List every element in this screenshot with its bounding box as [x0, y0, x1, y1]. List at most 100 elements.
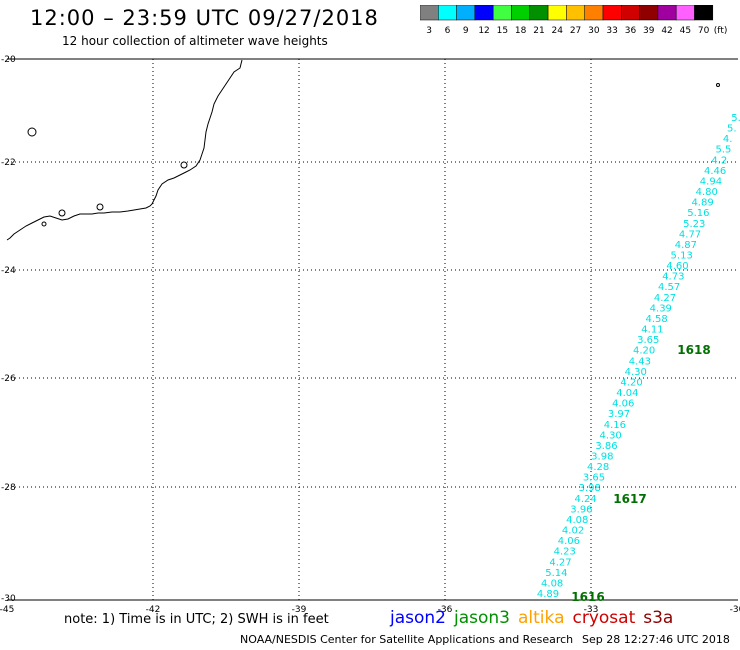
- wave-height-value: 4.27: [549, 557, 571, 568]
- wave-height-value: 3.97: [608, 409, 630, 420]
- wave-height-value: 4.11: [641, 325, 663, 336]
- wave-height-value: 4.87: [675, 240, 697, 251]
- satellite-legend-item: s3a: [643, 608, 674, 628]
- colorbar-label: 3: [426, 26, 432, 36]
- pass-number-label: 1618: [677, 343, 710, 357]
- wave-height-value: 4.16: [604, 420, 626, 431]
- island: [180, 161, 188, 169]
- map-title: 12:00 – 23:59 UTC 09/27/2018: [30, 6, 379, 30]
- wave-height-value: 4.20: [620, 377, 642, 388]
- wave-height-value: 4.02: [562, 526, 584, 537]
- wave-height-value: 4.60: [666, 261, 688, 272]
- wave-height-value: 4.24: [574, 494, 596, 505]
- wave-height-value: 4.: [723, 134, 733, 145]
- wave-height-value: 4.89: [537, 589, 559, 600]
- colorbar-label: 39: [643, 26, 655, 36]
- map-subtitle: 12 hour collection of altimeter wave hei…: [62, 34, 328, 48]
- wave-height-value: 4.57: [658, 282, 680, 293]
- latitude-tick-label: -24: [1, 266, 16, 276]
- latitude-tick-label: -22: [1, 158, 16, 168]
- wave-height-value: 4.46: [704, 166, 726, 177]
- colorbar-label: 9: [463, 26, 469, 36]
- wave-height-value: 3.86: [595, 441, 617, 452]
- island: [58, 209, 66, 217]
- wave-height-value: 4.43: [629, 356, 651, 367]
- wave-height-value: 5.: [731, 113, 740, 124]
- latitude-tick-label: -28: [1, 483, 16, 493]
- wave-height-value: 5.13: [671, 251, 693, 262]
- longitude-tick-label: -30: [730, 605, 740, 615]
- wave-height-value: 4.06: [612, 399, 634, 410]
- wave-height-value: 4.28: [587, 462, 609, 473]
- wave-height-value: 4.04: [616, 388, 638, 399]
- axis-ticks: -45 -42 -39 -36 -33 -30 -20 -22 -24 -26 -28 -30: [0, 55, 740, 615]
- longitude-tick-label: -45: [0, 605, 14, 615]
- wave-height-value: 3.96: [570, 504, 592, 515]
- wave-height-value: 4.27: [654, 293, 676, 304]
- wave-height-value: 4.06: [558, 536, 580, 547]
- wave-height-value: 4.80: [696, 187, 718, 198]
- island: [41, 221, 47, 227]
- colorbar-label: 70: [698, 26, 710, 36]
- wave-height-value: 5.5: [716, 145, 732, 156]
- island: [96, 203, 104, 211]
- wave-height-value: 3.98: [579, 483, 601, 494]
- wave-height-value: 4.20: [633, 346, 655, 357]
- longitude-tick-label: -42: [146, 605, 161, 615]
- footnote: note: 1) Time is in UTC; 2) SWH is in fe…: [64, 612, 329, 627]
- wave-height-value: 5.: [727, 124, 737, 135]
- latitude-tick-label: -30: [1, 594, 16, 604]
- colorbar-label: 21: [533, 26, 544, 36]
- latitude-tick-label: -26: [1, 374, 16, 384]
- wave-height-value: 4.30: [600, 430, 622, 441]
- satellite-legend-item: altika: [518, 608, 565, 628]
- wave-height-value: 4.08: [566, 515, 588, 526]
- colorbar-label: 33: [606, 26, 617, 36]
- island: [27, 127, 37, 137]
- wave-height-value: 3.65: [583, 473, 605, 484]
- colorbar-label: 36: [625, 26, 637, 36]
- wave-height-value: 4.39: [650, 303, 672, 314]
- longitude-tick-label: -39: [292, 605, 307, 615]
- colorbar-label: 45: [680, 26, 691, 36]
- wave-height-value: 4.23: [554, 547, 576, 558]
- satellite-legend-item: jason2: [390, 608, 446, 628]
- longitude-tick-label: -36: [438, 605, 453, 615]
- satellite-track: 5.5.4.5.54.24.464.944.804.895.165.234.77…: [537, 113, 740, 604]
- colorbar-label: 6: [445, 26, 451, 36]
- colorbar-label: 15: [497, 26, 508, 36]
- wave-height-value: 4.94: [700, 176, 722, 187]
- colorbar-label: 24: [552, 26, 564, 36]
- satellite-legend-item: jason3: [454, 608, 510, 628]
- longitude-tick-label: -33: [584, 605, 599, 615]
- lat-lon-grid: [7, 58, 738, 601]
- colorbar-label: 30: [588, 26, 600, 36]
- wave-height-value: 4.2: [711, 155, 727, 166]
- wave-height-colorbar: 3 6 9 12 15 18 21 24 27 30 33 36 39 42 45 70 (ft): [420, 5, 728, 36]
- wave-height-value: 5.16: [687, 208, 709, 219]
- colorbar-label: 18: [515, 26, 527, 36]
- wave-height-value: 4.77: [679, 229, 701, 240]
- colorbar-swatch: [694, 5, 714, 21]
- credit-line: NOAA/NESDIS Center for Satellite Applica…: [240, 633, 574, 646]
- satellite-legend-item: cryosat: [572, 608, 636, 628]
- island: [716, 83, 720, 87]
- wave-height-value: 3.98: [591, 451, 613, 462]
- pass-number-label: 1616: [571, 590, 604, 604]
- mainland-coastline: [6, 59, 243, 241]
- wave-height-value: 5.14: [545, 568, 567, 579]
- pass-number-label: 1617: [613, 492, 646, 506]
- satellite-legend: jason2 jason3 altika cryosat s3a: [390, 608, 681, 628]
- wave-height-value: 4.89: [691, 198, 713, 209]
- coastline: [6, 59, 720, 241]
- wave-height-value: 4.73: [662, 272, 684, 283]
- colorbar-label: 12: [478, 26, 489, 36]
- wave-height-value: 3.65: [637, 335, 659, 346]
- colorbar-label: 42: [661, 26, 672, 36]
- wave-height-value: 4.30: [625, 367, 647, 378]
- latitude-tick-label: -20: [1, 55, 16, 65]
- generated-timestamp: Sep 28 12:27:46 UTC 2018: [582, 633, 730, 646]
- wave-height-value: 4.58: [645, 314, 667, 325]
- colorbar-unit: (ft): [714, 26, 728, 36]
